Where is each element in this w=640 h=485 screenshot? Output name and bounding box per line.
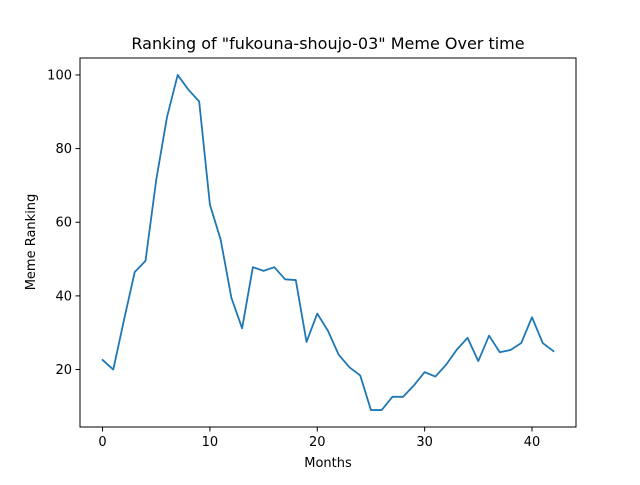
y-tick-label: 40 [55,289,72,304]
x-tick-label: 20 [309,435,326,450]
y-tick-label: 80 [55,142,72,157]
y-tick-label: 60 [55,216,72,231]
series-layer [101,74,555,411]
x-tick-label: 10 [202,435,219,450]
series-line-0 [101,74,555,411]
plot-area [80,58,576,427]
chart-title: Ranking of "fukouna-shoujo-03" Meme Over… [131,34,524,53]
x-tick-label: 0 [98,435,106,450]
x-axis-label: Months [304,456,352,471]
plot-frame [79,57,577,428]
ticks-layer: 0 10 20 30 40 20 40 60 80 100 [47,68,540,450]
y-tick-label: 100 [47,68,72,83]
y-tick-label: 20 [55,363,72,378]
x-tick-label: 40 [524,435,541,450]
x-tick-label: 30 [416,435,433,450]
y-axis-label: Meme Ranking [24,194,39,291]
